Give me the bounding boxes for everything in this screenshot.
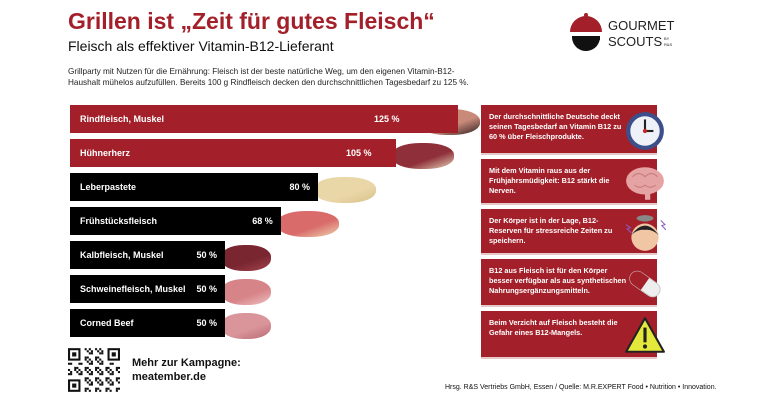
bar-5: Kalbfleisch, Muskel 50 % xyxy=(70,241,225,269)
svg-text:SCOUTS: SCOUTS xyxy=(608,34,663,49)
food-image-5 xyxy=(221,245,271,271)
fact-text: Der durchschnittliche Deutsche deckt sei… xyxy=(489,112,622,141)
pill-icon xyxy=(629,270,661,298)
brain-icon xyxy=(626,167,664,200)
bar-6: Schweinefleisch, Muskel 50 % xyxy=(70,275,225,303)
gourmet-scouts-logo: GOURMET SCOUTS BY R&S xyxy=(570,13,675,52)
bar-label: Hühnerherz xyxy=(80,148,131,158)
food-image-2 xyxy=(391,143,454,169)
fact-text: Mit dem Vitamin raus aus der Frühjahrsmü… xyxy=(489,166,610,195)
bar-value-label: 125 % xyxy=(373,114,400,124)
svg-text:GOURMET: GOURMET xyxy=(608,18,675,33)
bar-label: Leberpastete xyxy=(80,182,137,192)
intro-text: Grillparty mit Nutzen für die Ernährung:… xyxy=(68,67,469,87)
fact-text: Beim Verzicht auf Fleisch besteht die Ge… xyxy=(489,318,618,337)
page-title: Grillen ist „Zeit für gutes Fleisch“ xyxy=(68,8,435,34)
bar-value-label: 105 % xyxy=(345,148,372,158)
warning-icon xyxy=(625,317,665,353)
svg-text:R&S: R&S xyxy=(664,42,673,47)
bar-label: Schweinefleisch, Muskel xyxy=(80,284,186,294)
source-footer: Hrsg. R&S Vertriebs GmbH, Essen / Quelle… xyxy=(445,384,717,391)
bar-3: Leberpastete 80 % xyxy=(70,173,318,201)
bar-value-label: 50 % xyxy=(196,318,217,328)
bar-1: Rindfleisch, Muskel 125 % xyxy=(70,105,458,133)
bar-value-label: 50 % xyxy=(196,250,217,260)
fact-box-3: Der Körper ist in der Lage, B12-Reserven… xyxy=(481,209,657,255)
campaign-link[interactable]: Mehr zur Kampagne: meatember.de xyxy=(132,356,241,384)
clock-icon xyxy=(626,112,664,150)
page-subtitle: Fleisch als effektiver Vitamin-B12-Liefe… xyxy=(68,38,334,54)
bar-value-label: 50 % xyxy=(196,284,217,294)
svg-text:BY: BY xyxy=(664,36,670,41)
food-image-6 xyxy=(221,279,271,305)
bar-2: Hühnerherz 105 % xyxy=(70,139,396,167)
food-image-7 xyxy=(221,313,271,339)
food-image-4 xyxy=(276,211,339,237)
bar-4: Frühstücksfleisch 68 % xyxy=(70,207,281,235)
bar-value-label: 68 % xyxy=(252,216,273,226)
bar-value-label: 80 % xyxy=(289,182,310,192)
stressed-person-icon xyxy=(625,215,666,251)
fact-text: B12 aus Fleisch ist für den Körper besse… xyxy=(489,266,627,295)
campaign-label: Mehr zur Kampagne: xyxy=(132,357,241,369)
bar-label: Corned Beef xyxy=(80,318,134,328)
campaign-url[interactable]: meatember.de xyxy=(132,371,206,383)
bar-7: Corned Beef 50 % xyxy=(70,309,225,337)
fact-text: Der Körper ist in der Lage, B12-Reserven… xyxy=(489,216,613,245)
bar-label: Kalbfleisch, Muskel xyxy=(80,250,164,260)
fact-box-4: B12 aus Fleisch ist für den Körper besse… xyxy=(481,259,657,307)
food-image-3 xyxy=(314,177,376,203)
qr-code[interactable] xyxy=(68,348,120,392)
bar-label: Frühstücksfleisch xyxy=(80,216,158,226)
bar-label: Rindfleisch, Muskel xyxy=(80,114,165,124)
